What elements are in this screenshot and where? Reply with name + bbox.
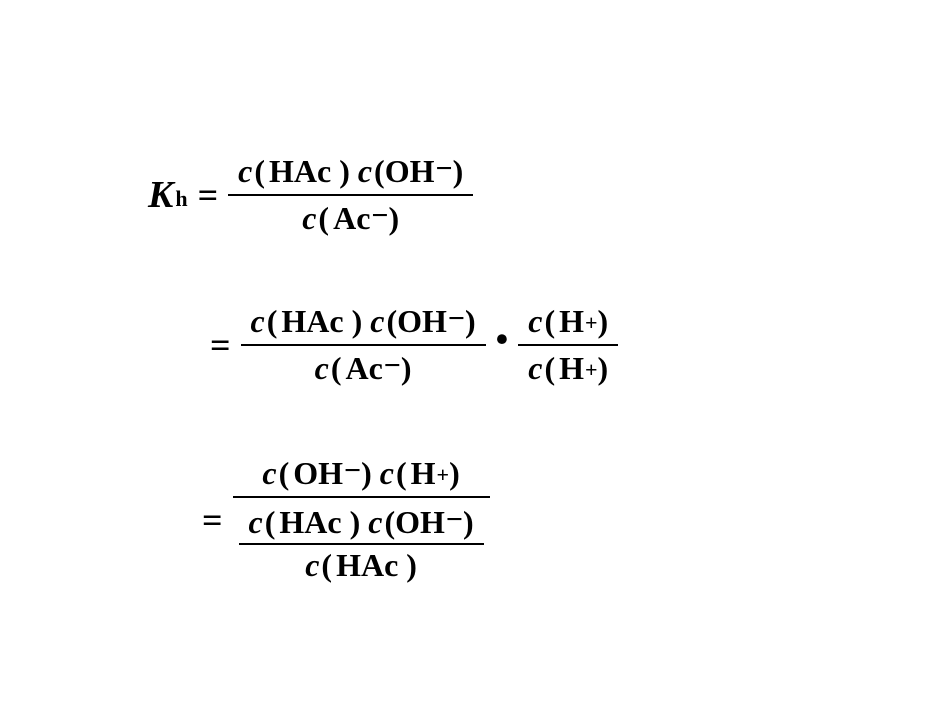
frac-2b-num: c ( H + ) bbox=[518, 299, 618, 344]
sym-K: K bbox=[148, 176, 173, 214]
c-HAc-3n: c ( HAc ) bbox=[249, 504, 361, 541]
c-Hp-3: c ( H + ) bbox=[380, 455, 460, 492]
frac-1: c ( HAc ) c ( OH − ) c ( bbox=[228, 149, 473, 241]
lhs-Kh: K h bbox=[148, 176, 188, 214]
equation-page: K h = c ( HAc ) c ( OH − ) bbox=[0, 0, 950, 713]
c-OHm-3n: c ( OH − ) bbox=[368, 504, 473, 541]
frac-1-num: c ( HAc ) c ( OH − ) bbox=[228, 149, 473, 194]
frac-2a: c ( HAc ) c ( OH − ) c ( bbox=[241, 299, 486, 391]
frac-3-inner: c ( HAc ) c ( OH − ) bbox=[239, 502, 484, 586]
c-HAc: c ( HAc ) bbox=[238, 153, 350, 190]
sub-h: h bbox=[175, 186, 187, 212]
c-Hp-num: c ( H + ) bbox=[528, 303, 608, 340]
c-HAc-2: c ( HAc ) bbox=[251, 303, 363, 340]
frac-3-num: c ( OH − ) c ( H + ) bbox=[252, 451, 469, 496]
c-Hp-den: c ( H + ) bbox=[528, 350, 608, 387]
frac-2b: c ( H + ) c ( H + ) bbox=[518, 299, 618, 391]
frac-2b-den: c ( H + ) bbox=[518, 346, 618, 391]
c-OHm-3: c ( OH − ) bbox=[262, 455, 371, 492]
dot-mul: • bbox=[496, 318, 509, 360]
c-OHm-2: c ( OH − ) bbox=[370, 303, 475, 340]
frac-3: c ( OH − ) c ( H + ) bbox=[233, 451, 490, 590]
eq-line-1: K h = c ( HAc ) c ( OH − ) bbox=[148, 135, 473, 255]
c-HAc-3d: c ( HAc ) bbox=[305, 547, 417, 584]
c-Acm: c ( Ac − ) bbox=[302, 200, 399, 237]
frac-2a-den: c ( Ac − ) bbox=[305, 346, 422, 391]
equals-3: = bbox=[202, 499, 223, 541]
eq-line-2: = c ( HAc ) c ( OH − ) bbox=[200, 285, 618, 405]
eq-line-3: = c ( OH − ) c ( H + ) bbox=[192, 430, 490, 610]
frac-3-den: c ( HAc ) c ( OH − ) bbox=[233, 498, 490, 590]
frac-2a-num: c ( HAc ) c ( OH − ) bbox=[241, 299, 486, 344]
c-Acm-2: c ( Ac − ) bbox=[315, 350, 412, 387]
equals-2: = bbox=[210, 324, 231, 366]
c-OHm: c ( OH − ) bbox=[358, 153, 463, 190]
frac-1-den: c ( Ac − ) bbox=[292, 196, 409, 241]
frac-3-inner-den: c ( HAc ) bbox=[295, 545, 427, 586]
equals: = bbox=[198, 174, 219, 216]
frac-3-inner-num: c ( HAc ) c ( OH − ) bbox=[239, 502, 484, 543]
